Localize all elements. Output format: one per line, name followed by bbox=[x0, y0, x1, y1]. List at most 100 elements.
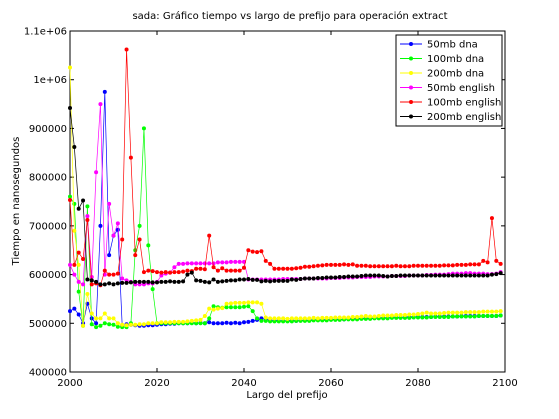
data-point bbox=[85, 214, 90, 219]
data-point bbox=[416, 312, 420, 317]
data-point bbox=[94, 279, 99, 284]
data-point bbox=[237, 259, 242, 264]
series-100mb-english bbox=[68, 47, 503, 288]
data-point bbox=[450, 263, 455, 268]
data-point bbox=[407, 273, 412, 278]
data-point bbox=[255, 316, 260, 321]
data-point bbox=[315, 316, 320, 321]
data-point bbox=[363, 313, 368, 318]
data-point bbox=[259, 249, 264, 254]
legend: 50mb dna 100mb dna 200mb dna 50mb english 10… bbox=[395, 34, 503, 127]
data-point bbox=[107, 201, 112, 206]
data-point bbox=[215, 268, 220, 273]
data-point bbox=[120, 322, 125, 327]
data-point bbox=[115, 321, 120, 326]
data-point bbox=[476, 273, 481, 278]
data-point bbox=[363, 273, 368, 278]
data-point bbox=[181, 261, 186, 266]
data-point bbox=[72, 272, 77, 277]
data-point bbox=[141, 270, 146, 275]
data-point bbox=[455, 273, 460, 278]
legend-label: 100mb dna bbox=[427, 54, 484, 65]
data-point bbox=[481, 273, 486, 278]
data-point bbox=[194, 321, 199, 326]
data-point bbox=[237, 277, 242, 282]
data-point bbox=[381, 316, 386, 321]
data-point bbox=[81, 198, 86, 203]
data-point bbox=[111, 316, 116, 321]
data-point bbox=[416, 273, 420, 278]
data-point bbox=[311, 276, 316, 281]
data-point bbox=[381, 264, 386, 269]
data-point bbox=[120, 237, 125, 242]
data-point bbox=[115, 271, 120, 276]
data-point bbox=[224, 301, 229, 306]
data-point bbox=[455, 314, 460, 319]
data-point bbox=[72, 262, 77, 267]
data-point bbox=[307, 276, 312, 281]
data-point bbox=[220, 260, 225, 265]
data-point bbox=[468, 310, 473, 315]
data-point bbox=[394, 274, 399, 279]
data-point bbox=[289, 277, 294, 282]
data-point bbox=[224, 278, 229, 283]
data-point bbox=[446, 273, 451, 278]
data-point bbox=[150, 280, 155, 285]
data-point bbox=[329, 315, 333, 320]
data-point bbox=[411, 273, 416, 278]
data-point bbox=[320, 315, 325, 320]
data-point bbox=[181, 319, 186, 324]
data-point bbox=[98, 282, 103, 287]
data-point bbox=[185, 261, 190, 266]
data-point bbox=[81, 282, 86, 287]
data-point bbox=[342, 275, 347, 280]
data-point bbox=[107, 281, 112, 286]
data-point bbox=[94, 325, 99, 330]
data-point bbox=[429, 311, 434, 316]
data-point bbox=[111, 233, 116, 238]
data-point bbox=[115, 324, 120, 329]
data-point bbox=[246, 248, 251, 253]
data-point bbox=[207, 316, 212, 321]
data-point bbox=[228, 301, 233, 306]
data-point bbox=[120, 276, 125, 281]
data-point bbox=[155, 321, 159, 326]
data-point bbox=[176, 319, 181, 324]
y-axis-label: Tiempo en nanosegundos bbox=[11, 137, 22, 267]
data-point bbox=[446, 314, 451, 319]
data-point bbox=[437, 263, 442, 268]
data-point bbox=[250, 300, 255, 305]
data-point bbox=[333, 262, 338, 267]
data-point bbox=[72, 306, 77, 311]
data-point bbox=[429, 273, 434, 278]
data-point bbox=[420, 273, 425, 278]
data-point bbox=[128, 280, 133, 285]
data-point bbox=[228, 268, 233, 273]
data-point bbox=[402, 313, 407, 318]
data-point bbox=[202, 267, 207, 272]
legend-marker bbox=[409, 114, 413, 119]
data-point bbox=[263, 258, 268, 263]
data-point bbox=[242, 304, 246, 309]
data-point bbox=[489, 272, 494, 277]
data-point bbox=[407, 312, 412, 317]
data-point bbox=[255, 300, 260, 305]
data-point bbox=[102, 268, 107, 273]
data-point bbox=[133, 253, 138, 258]
data-point bbox=[355, 314, 360, 319]
data-point bbox=[89, 311, 94, 316]
data-point bbox=[124, 323, 129, 328]
data-point bbox=[146, 268, 151, 273]
data-point bbox=[285, 266, 290, 271]
data-point bbox=[259, 279, 264, 284]
data-point bbox=[268, 316, 273, 321]
data-point bbox=[424, 273, 429, 278]
data-point bbox=[68, 105, 72, 110]
data-point bbox=[120, 280, 125, 285]
data-point bbox=[272, 319, 277, 324]
data-point bbox=[494, 313, 499, 318]
data-point bbox=[420, 311, 425, 316]
data-point bbox=[237, 268, 242, 273]
data-point bbox=[315, 275, 320, 280]
data-point bbox=[446, 310, 451, 315]
